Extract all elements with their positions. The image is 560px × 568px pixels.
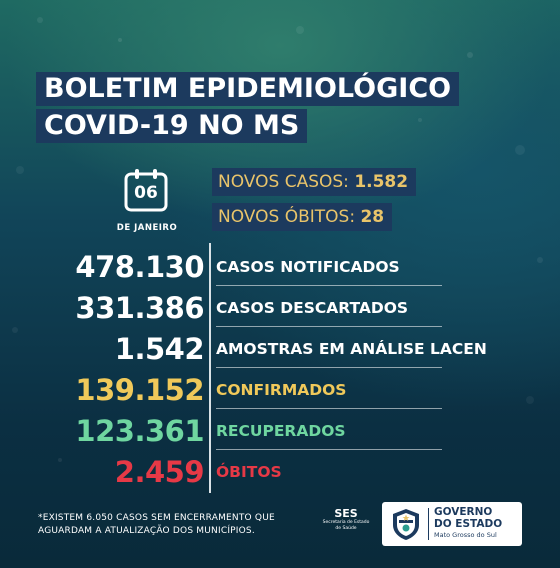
stat-label: RECUPERADOS [216, 422, 346, 440]
stat-value: 478.130 [75, 250, 204, 284]
ses-logo: SES Secretaria de Estado de Saúde [322, 507, 370, 532]
novos-obitos-label: NOVOS ÓBITOS: [218, 207, 356, 227]
stat-row-descartados: 331.386 CASOS DESCARTADOS [40, 289, 510, 327]
novos-obitos: NOVOS ÓBITOS: 28 [212, 203, 393, 231]
stat-value: 2.459 [114, 455, 205, 489]
novos-casos-value: 1.582 [354, 172, 409, 192]
stat-value: 1.542 [114, 332, 205, 366]
stat-row-confirmados: 139.152 CONFIRMADOS [40, 371, 510, 409]
coat-of-arms-icon [393, 509, 419, 540]
footnote: *EXISTEM 6.050 CASOS SEM ENCERRAMENTO QU… [38, 512, 298, 538]
row-divider [216, 408, 442, 409]
stat-row-recuperados: 123.361 RECUPERADOS [40, 412, 510, 450]
row-divider [216, 326, 442, 327]
stat-value: 139.152 [75, 373, 204, 407]
stat-value: 123.361 [75, 414, 204, 448]
stat-row-obitos: 2.459 ÓBITOS [40, 453, 510, 491]
novos-casos: NOVOS CASOS: 1.582 [212, 168, 417, 196]
government-logo: GOVERNO DO ESTADO Mato Grosso do Sul [382, 502, 522, 546]
gov-divider [428, 508, 429, 540]
date-day: 06 [134, 183, 158, 203]
row-divider [216, 285, 442, 286]
stat-row-analise: 1.542 AMOSTRAS EM ANÁLISE LACEN [40, 330, 510, 368]
ses-sub-2: de Saúde [335, 526, 357, 531]
row-divider [216, 449, 442, 450]
stat-value: 331.386 [75, 291, 204, 325]
stat-label: AMOSTRAS EM ANÁLISE LACEN [216, 340, 487, 358]
ses-name: SES [334, 507, 358, 520]
stat-label: ÓBITOS [216, 463, 282, 481]
title-line-2: COVID-19 NO MS [36, 109, 308, 143]
novos-obitos-value: 28 [360, 207, 385, 227]
vertical-divider [209, 243, 211, 493]
calendar-icon [124, 169, 168, 212]
stat-label: CONFIRMADOS [216, 381, 347, 399]
ses-sub-1: Secretaria de Estado [322, 520, 370, 525]
title-line-1: BOLETIM EPIDEMIOLÓGICO [36, 72, 460, 106]
stat-row-notificados: 478.130 CASOS NOTIFICADOS [40, 248, 510, 286]
footnote-line-1: *EXISTEM 6.050 CASOS SEM ENCERRAMENTO QU… [38, 513, 275, 523]
gov-line-2: DO ESTADO [434, 518, 503, 530]
stat-label: CASOS DESCARTADOS [216, 299, 409, 317]
stat-label: CASOS NOTIFICADOS [216, 258, 400, 276]
row-divider [216, 367, 442, 368]
gov-line-1: GOVERNO [434, 506, 493, 518]
footnote-line-2: AGUARDAM A ATUALIZAÇÃO DOS MUNICÍPIOS. [38, 526, 255, 536]
gov-line-3: Mato Grosso do Sul [434, 531, 497, 539]
gov-text: GOVERNO DO ESTADO Mato Grosso do Sul [434, 506, 502, 540]
date-month: DE JANEIRO [116, 223, 178, 233]
novos-casos-label: NOVOS CASOS: [218, 172, 349, 192]
